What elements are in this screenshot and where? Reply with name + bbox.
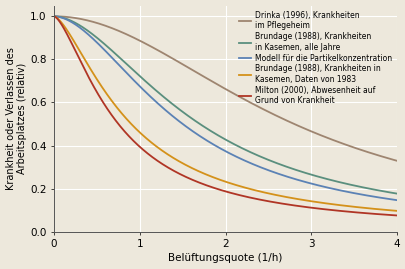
Modell für die Partikelkonzentration xyxy=(394,199,399,202)
Modell für die Partikelkonzentration xyxy=(121,68,126,71)
Brundage (1988), Krankheiten in
Kasemen, Daten von 1983 xyxy=(121,114,126,117)
Modell für die Partikelkonzentration xyxy=(331,187,336,191)
Milton (2000), Abwesenheit auf
Grund von Krankheit xyxy=(51,15,56,18)
Milton (2000), Abwesenheit auf
Grund von Krankheit xyxy=(377,213,382,216)
Brundage (1988), Krankheiten in
Kasemen, Daten von 1983 xyxy=(51,15,56,18)
Brundage (1988), Krankheiten
in Kasemen, alle Jahre xyxy=(394,192,399,195)
Brundage (1988), Krankheiten
in Kasemen, alle Jahre xyxy=(318,176,323,179)
Drinka (1996), Krankheiten
im Pflegeheim xyxy=(121,31,126,34)
Milton (2000), Abwesenheit auf
Grund von Krankheit xyxy=(331,209,336,212)
Drinka (1996), Krankheiten
im Pflegeheim xyxy=(354,147,359,150)
Legend: Drinka (1996), Krankheiten
im Pflegeheim, Brundage (1988), Krankheiten
in Kaseme: Drinka (1996), Krankheiten im Pflegeheim… xyxy=(237,9,392,107)
Brundage (1988), Krankheiten
in Kasemen, alle Jahre xyxy=(331,179,336,182)
Line: Drinka (1996), Krankheiten
im Pflegeheim: Drinka (1996), Krankheiten im Pflegeheim xyxy=(54,16,396,161)
Line: Brundage (1988), Krankheiten in
Kasemen, Daten von 1983: Brundage (1988), Krankheiten in Kasemen,… xyxy=(54,16,396,211)
Milton (2000), Abwesenheit auf
Grund von Krankheit xyxy=(394,214,399,217)
Brundage (1988), Krankheiten
in Kasemen, alle Jahre xyxy=(354,185,359,188)
Milton (2000), Abwesenheit auf
Grund von Krankheit xyxy=(72,48,77,51)
Drinka (1996), Krankheiten
im Pflegeheim xyxy=(377,154,382,158)
Milton (2000), Abwesenheit auf
Grund von Krankheit xyxy=(318,207,323,211)
Brundage (1988), Krankheiten
in Kasemen, alle Jahre xyxy=(72,21,77,24)
Y-axis label: Krankheit oder Verlassen des
Arbeitsplatzes (relativ): Krankheit oder Verlassen des Arbeitsplat… xyxy=(6,47,27,190)
Brundage (1988), Krankheiten in
Kasemen, Daten von 1983 xyxy=(394,209,399,213)
Drinka (1996), Krankheiten
im Pflegeheim xyxy=(318,134,323,137)
Modell für die Partikelkonzentration xyxy=(72,22,77,26)
Line: Modell für die Partikelkonzentration: Modell für die Partikelkonzentration xyxy=(54,16,396,200)
Modell für die Partikelkonzentration xyxy=(51,15,56,18)
Brundage (1988), Krankheiten in
Kasemen, Daten von 1983 xyxy=(354,206,359,209)
X-axis label: Belüftungsquote (1/h): Belüftungsquote (1/h) xyxy=(168,253,282,263)
Brundage (1988), Krankheiten in
Kasemen, Daten von 1983 xyxy=(318,201,323,204)
Brundage (1988), Krankheiten in
Kasemen, Daten von 1983 xyxy=(377,208,382,211)
Brundage (1988), Krankheiten in
Kasemen, Daten von 1983 xyxy=(72,41,77,44)
Drinka (1996), Krankheiten
im Pflegeheim xyxy=(72,16,77,20)
Modell für die Partikelkonzentration xyxy=(318,185,323,188)
Brundage (1988), Krankheiten in
Kasemen, Daten von 1983 xyxy=(331,203,336,206)
Milton (2000), Abwesenheit auf
Grund von Krankheit xyxy=(354,211,359,214)
Milton (2000), Abwesenheit auf
Grund von Krankheit xyxy=(121,129,126,132)
Drinka (1996), Krankheiten
im Pflegeheim xyxy=(51,15,56,18)
Brundage (1988), Krankheiten
in Kasemen, alle Jahre xyxy=(51,15,56,18)
Brundage (1988), Krankheiten
in Kasemen, alle Jahre xyxy=(377,189,382,192)
Brundage (1988), Krankheiten
in Kasemen, alle Jahre xyxy=(121,59,126,63)
Modell für die Partikelkonzentration xyxy=(354,192,359,195)
Line: Milton (2000), Abwesenheit auf
Grund von Krankheit: Milton (2000), Abwesenheit auf Grund von… xyxy=(54,16,396,215)
Modell für die Partikelkonzentration xyxy=(377,196,382,199)
Line: Brundage (1988), Krankheiten
in Kasemen, alle Jahre: Brundage (1988), Krankheiten in Kasemen,… xyxy=(54,16,396,194)
Drinka (1996), Krankheiten
im Pflegeheim xyxy=(331,139,336,142)
Drinka (1996), Krankheiten
im Pflegeheim xyxy=(394,159,399,162)
